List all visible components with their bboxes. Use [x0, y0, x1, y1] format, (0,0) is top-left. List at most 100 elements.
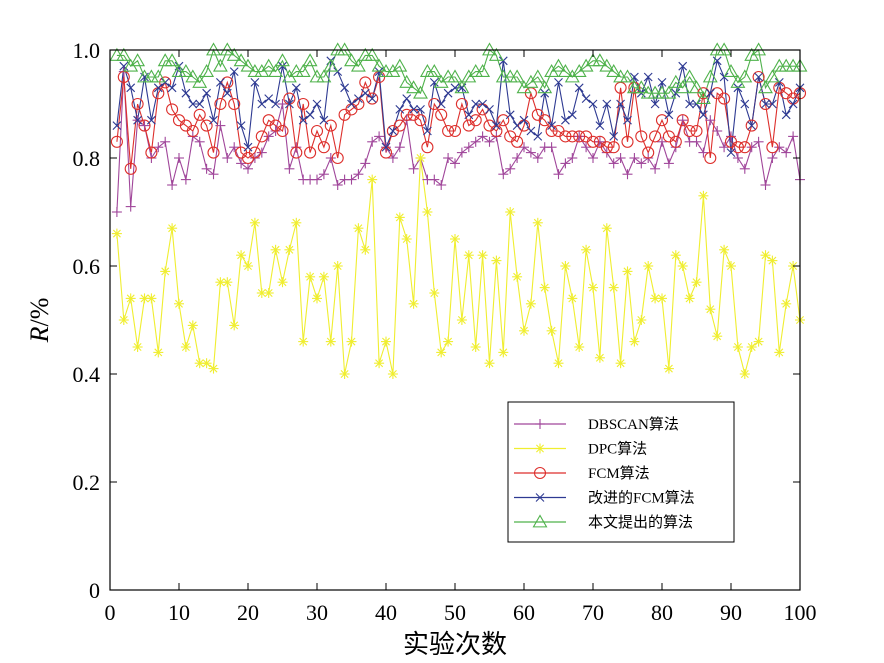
data-point: [455, 97, 468, 111]
data-point: [201, 163, 212, 174]
data-point: [285, 99, 294, 109]
data-point: [539, 282, 550, 293]
data-point: [546, 142, 557, 153]
legend-marker: [535, 419, 545, 429]
data-point: [677, 261, 688, 271]
data-point: [664, 110, 674, 120]
data-point: [174, 153, 184, 163]
data-point: [642, 146, 655, 159]
data-point: [133, 115, 142, 125]
data-point: [364, 47, 380, 61]
data-point: [450, 158, 460, 169]
data-point: [394, 142, 405, 153]
data-point: [491, 255, 502, 266]
data-point: [519, 115, 529, 125]
data-point: [195, 99, 205, 109]
x-tick-label: 80: [651, 600, 673, 625]
data-point: [435, 108, 448, 121]
data-point: [512, 153, 523, 163]
data-point: [325, 153, 336, 163]
data-point: [650, 99, 660, 109]
data-point: [367, 94, 377, 103]
data-point: [346, 336, 357, 347]
data-point: [684, 293, 695, 304]
data-point: [339, 369, 350, 379]
data-point: [567, 110, 577, 120]
data-point: [426, 63, 442, 78]
y-axis-label: R/%: [25, 298, 54, 344]
data-point: [685, 99, 694, 109]
data-point: [788, 131, 799, 142]
data-point: [109, 47, 125, 61]
data-point: [400, 108, 413, 121]
data-point: [284, 244, 295, 255]
y-tick-label: 0.8: [73, 146, 101, 171]
data-point: [150, 69, 166, 83]
data-point: [350, 58, 366, 72]
data-point: [477, 250, 488, 261]
y-axis-label-symbol: R: [25, 326, 54, 343]
data-point: [304, 146, 317, 159]
series-line-2: [116, 157, 801, 375]
data-point: [595, 121, 605, 130]
data-point: [138, 119, 151, 132]
data-point: [663, 158, 674, 169]
data-point: [164, 53, 180, 67]
data-point: [408, 163, 419, 174]
data-point: [199, 63, 215, 78]
data-point: [436, 180, 447, 190]
y-tick-label: 1.0: [73, 38, 101, 63]
data-point: [421, 141, 434, 154]
legend-label: FCM算法: [588, 464, 650, 482]
data-point: [739, 369, 750, 379]
data-point: [609, 132, 619, 141]
data-point: [478, 99, 487, 109]
data-point: [401, 234, 412, 244]
data-point: [310, 124, 324, 138]
legend-marker: [532, 514, 548, 528]
data-point: [512, 271, 523, 282]
data-point: [470, 342, 481, 352]
data-point: [621, 135, 634, 148]
data-point: [464, 110, 474, 120]
data-point: [249, 217, 260, 228]
data-point: [616, 99, 625, 109]
data-point: [145, 146, 158, 159]
data-point: [588, 282, 598, 293]
data-point: [705, 115, 716, 126]
data-point: [650, 163, 661, 174]
data-point: [243, 261, 253, 271]
data-point: [337, 42, 353, 56]
data-point: [670, 250, 681, 261]
data-point: [470, 136, 481, 147]
data-point: [675, 80, 691, 94]
data-point: [509, 69, 525, 83]
data-point: [497, 114, 510, 127]
data-point: [212, 58, 228, 72]
data-point: [519, 142, 529, 153]
data-point: [277, 99, 288, 109]
data-point: [200, 119, 213, 132]
data-point: [319, 115, 329, 125]
data-point: [347, 99, 356, 109]
data-point: [456, 147, 467, 158]
data-point: [606, 63, 622, 78]
data-point: [402, 94, 412, 103]
data-point: [208, 169, 219, 180]
data-point: [219, 42, 235, 56]
data-point: [635, 130, 648, 143]
data-point: [594, 352, 605, 363]
data-point: [263, 288, 274, 298]
data-point: [726, 261, 736, 271]
data-point: [387, 369, 398, 379]
data-point: [723, 63, 739, 78]
data-point: [255, 130, 268, 143]
data-point: [669, 135, 682, 148]
data-point: [747, 121, 757, 130]
data-point: [353, 223, 364, 234]
data-point: [340, 83, 349, 93]
data-point: [393, 119, 406, 132]
data-point: [547, 121, 556, 130]
data-point: [519, 325, 529, 336]
data-point: [567, 293, 578, 304]
